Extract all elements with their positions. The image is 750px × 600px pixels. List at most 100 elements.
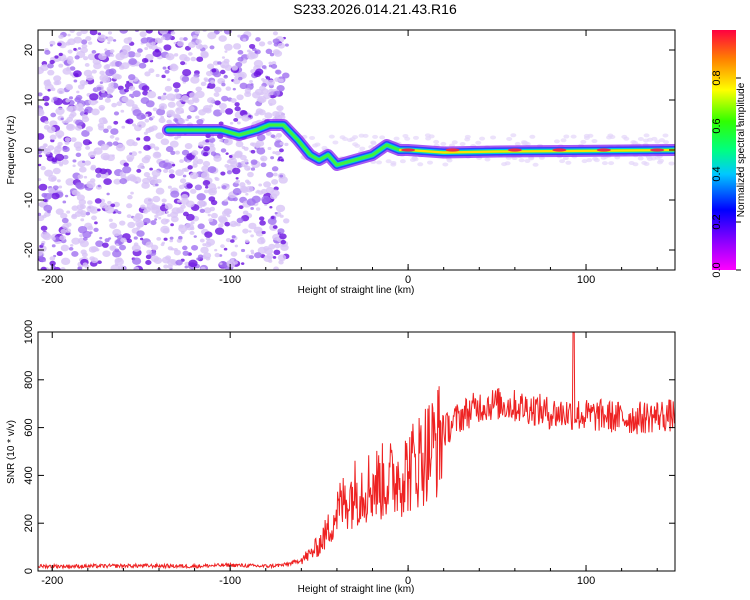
noise-blob: [81, 252, 88, 258]
noise-blob: [570, 134, 577, 139]
noise-blob: [163, 168, 169, 173]
noise-blob: [203, 77, 208, 81]
noise-blob: [109, 222, 118, 229]
noise-blob: [163, 264, 169, 269]
noise-blob: [312, 143, 319, 148]
noise-blob: [119, 30, 128, 34]
noise-blob: [167, 246, 173, 251]
noise-blob: [88, 246, 97, 253]
noise-blob: [135, 213, 141, 217]
noise-blob: [208, 218, 214, 223]
noise-blob: [272, 151, 277, 155]
noise-blob: [258, 109, 266, 116]
noise-blob: [80, 30, 88, 35]
noise-blob: [173, 41, 177, 45]
noise-blob: [60, 267, 66, 270]
noise-blob: [170, 31, 176, 35]
noise-blob: [484, 157, 491, 162]
noise-blob: [637, 137, 644, 142]
noise-blob: [203, 145, 210, 152]
noise-blob: [261, 78, 265, 81]
noise-blob: [191, 150, 199, 156]
colorbar-label: Normalized spectral amplitude: [736, 82, 747, 217]
noise-blob: [84, 106, 94, 114]
noise-blob: [490, 135, 497, 140]
noise-blob: [155, 73, 160, 78]
noise-blob: [161, 241, 165, 245]
noise-blob: [121, 125, 126, 129]
noise-blob: [238, 205, 244, 210]
noise-blob: [217, 77, 226, 85]
noise-blob: [131, 151, 138, 157]
noise-blob: [178, 118, 186, 125]
noise-blob: [233, 78, 241, 85]
noise-blob: [161, 74, 166, 79]
noise-blob: [141, 57, 149, 63]
noise-blob: [342, 137, 349, 142]
noise-blob: [234, 102, 240, 107]
noise-blob: [104, 238, 110, 243]
noise-blob: [643, 133, 650, 138]
noise-blob: [601, 161, 608, 166]
noise-blob: [156, 236, 162, 241]
noise-blob: [91, 69, 97, 74]
noise-blob: [77, 47, 82, 50]
noise-blob: [143, 135, 151, 142]
noise-blob: [277, 254, 287, 262]
noise-blob: [60, 228, 67, 234]
noise-blob: [266, 171, 274, 178]
snr-x-label: Height of straight line (km): [298, 584, 415, 595]
noise-blob: [69, 72, 75, 76]
noise-blob: [591, 139, 598, 144]
noise-blob: [121, 44, 131, 53]
noise-blob: [179, 37, 184, 41]
noise-blob: [205, 139, 210, 143]
ridge-hotspot: [507, 148, 522, 152]
noise-blob: [42, 233, 52, 241]
noise-blob: [81, 114, 88, 119]
noise-blob: [95, 240, 104, 247]
noise-blob: [164, 85, 173, 92]
noise-blob: [242, 228, 249, 234]
noise-blob: [144, 154, 151, 161]
noise-blob: [199, 238, 205, 243]
noise-blob: [195, 39, 202, 45]
noise-blob: [200, 81, 207, 87]
noise-blob: [89, 256, 95, 261]
noise-blob: [220, 148, 227, 153]
noise-blob: [116, 101, 123, 107]
noise-blob: [67, 38, 76, 46]
noise-blob: [105, 206, 115, 214]
noise-blob: [164, 203, 173, 210]
noise-blob: [199, 208, 205, 213]
noise-blob: [501, 162, 508, 167]
noise-blob: [244, 239, 250, 243]
noise-blob: [59, 235, 66, 241]
noise-blob: [117, 210, 122, 215]
noise-blob: [177, 199, 182, 203]
noise-blob: [262, 80, 266, 84]
noise-blob: [118, 220, 126, 226]
noise-blob: [127, 221, 136, 229]
noise-blob: [167, 185, 172, 189]
noise-blob: [78, 199, 87, 206]
noise-blob: [225, 152, 229, 155]
noise-blob: [272, 31, 279, 36]
noise-blob: [267, 217, 277, 225]
noise-blob: [270, 156, 275, 160]
noise-blob: [113, 111, 120, 116]
colorbar-ticks: 0.0 0.2 0.4 0.6 0.8: [711, 70, 741, 278]
noise-blob: [50, 87, 56, 92]
y-tick-label: 600: [23, 418, 35, 436]
noise-blob: [138, 150, 142, 154]
noise-blob: [93, 62, 102, 70]
noise-blob: [214, 86, 222, 93]
noise-blob: [111, 102, 117, 108]
noise-blob: [163, 92, 167, 96]
noise-blob: [239, 82, 248, 90]
noise-blob: [106, 36, 114, 42]
noise-blob: [150, 44, 158, 51]
noise-blob: [132, 215, 141, 222]
noise-blob: [224, 199, 228, 202]
noise-blob: [180, 230, 185, 235]
